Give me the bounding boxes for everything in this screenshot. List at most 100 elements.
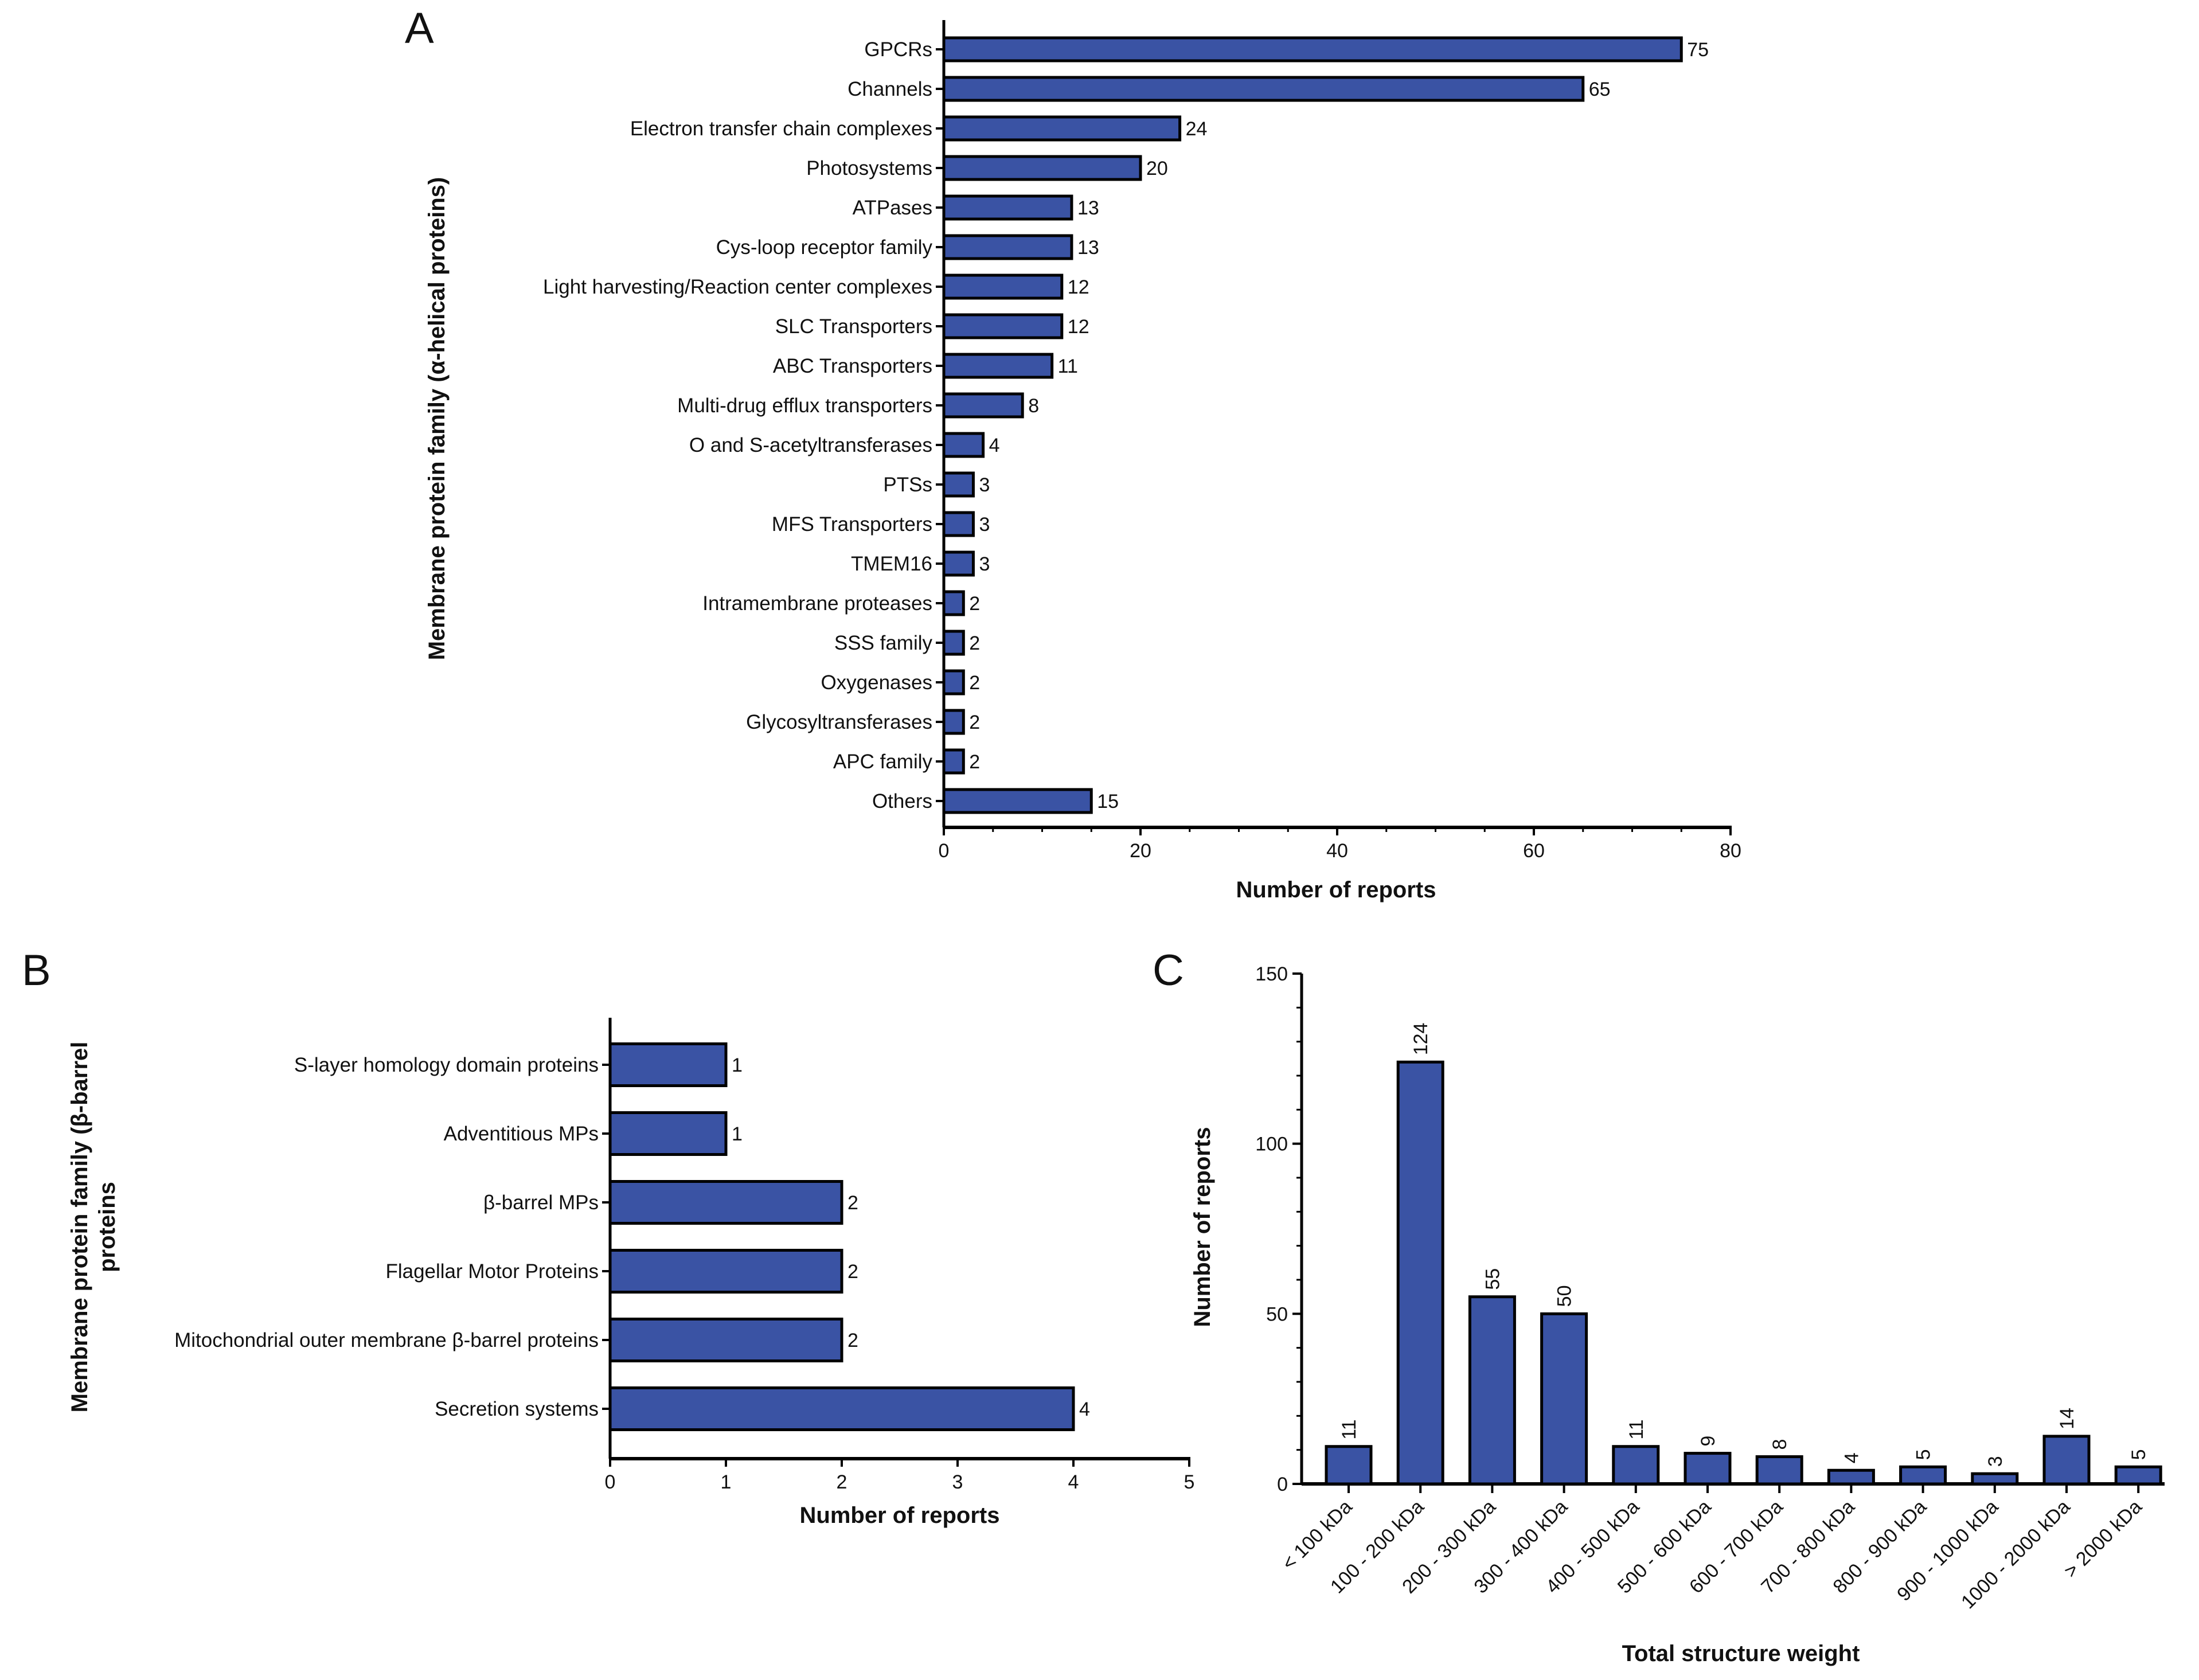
data-label: 1 — [732, 1054, 743, 1076]
bar — [1971, 1472, 2019, 1486]
category-label: APC family — [833, 751, 933, 773]
bar — [942, 630, 965, 656]
bar — [1899, 1465, 1947, 1486]
bar — [942, 392, 1024, 419]
bar — [1612, 1445, 1660, 1486]
x-tick-label: 1 — [721, 1471, 732, 1493]
data-label: 2 — [969, 751, 980, 773]
bar — [942, 669, 965, 696]
panel-a-y-axis-label: Membrane protein family (α-helical prote… — [424, 177, 450, 661]
data-label: 12 — [1068, 276, 1089, 298]
bar — [608, 1180, 843, 1225]
data-label: 15 — [1097, 791, 1119, 812]
data-label: 8 — [1769, 1439, 1791, 1450]
y-tick-label: 150 — [1255, 963, 1288, 985]
data-label: 124 — [1410, 1023, 1432, 1056]
x-tick-label: 0 — [605, 1471, 616, 1493]
panel-c-letter: C — [1153, 946, 1184, 995]
data-label: 3 — [979, 474, 990, 496]
category-label: Intramembrane proteases — [702, 592, 932, 615]
bar — [942, 471, 975, 498]
category-label: Glycosyltransferases — [746, 711, 932, 733]
category-label: Electron transfer chain complexes — [630, 118, 932, 140]
bar — [1827, 1468, 1875, 1486]
data-label: 3 — [979, 553, 990, 575]
panel-a-chart: A Membrane protein family (α-helical pro… — [405, 4, 1741, 902]
category-label: Flagellar Motor Proteins — [385, 1260, 599, 1283]
x-tick-label: < 100 kDa — [1278, 1496, 1357, 1574]
category-label: Others — [872, 790, 932, 812]
category-label: ATPases — [853, 197, 932, 219]
category-label: Multi-drug efflux transporters — [677, 394, 932, 417]
bar — [608, 1318, 843, 1362]
x-tick-label: 0 — [939, 840, 950, 862]
bar — [942, 155, 1142, 181]
panel-c-y-axis-label: Number of reports — [1190, 1127, 1215, 1327]
bar — [942, 511, 975, 537]
bar — [942, 550, 975, 577]
bar — [942, 194, 1073, 221]
data-label: 11 — [1338, 1419, 1360, 1439]
data-label: 4 — [989, 435, 1000, 456]
data-label: 3 — [979, 514, 990, 536]
data-label: 4 — [1841, 1452, 1862, 1463]
category-label: Photosystems — [806, 157, 932, 179]
category-label: SLC Transporters — [775, 315, 932, 338]
data-label: 50 — [1554, 1286, 1576, 1307]
category-label: Channels — [847, 78, 932, 100]
data-label: 4 — [1079, 1398, 1090, 1420]
data-label: 14 — [2056, 1408, 2078, 1429]
panel-b-y-axis-label-line-2: proteins — [95, 1182, 120, 1272]
y-tick-label: 50 — [1266, 1303, 1288, 1325]
data-label: 2 — [969, 712, 980, 733]
panel-b-letter: B — [22, 946, 51, 995]
bar — [608, 1042, 728, 1087]
bar — [942, 76, 1585, 102]
panel-c-chart: C Number of reports Total structure weig… — [1153, 946, 2165, 1666]
data-label: 8 — [1028, 395, 1039, 417]
category-label: Light harvesting/Reaction center complex… — [543, 276, 932, 298]
data-label: 5 — [2128, 1449, 2150, 1460]
x-tick-label: 4 — [1068, 1471, 1079, 1493]
bar — [942, 274, 1064, 300]
bar — [942, 234, 1073, 260]
data-label: 1 — [732, 1123, 743, 1145]
x-tick-label: 5 — [1184, 1471, 1195, 1493]
bar — [942, 748, 965, 775]
category-label: β-barrel MPs — [483, 1191, 599, 1214]
data-label: 55 — [1482, 1268, 1503, 1290]
y-tick-label: 100 — [1255, 1134, 1288, 1155]
data-label: 13 — [1077, 237, 1099, 259]
category-label: S-layer homology domain proteins — [294, 1054, 599, 1076]
data-label: 2 — [847, 1261, 858, 1283]
category-label: TMEM16 — [851, 553, 932, 575]
bar — [608, 1111, 728, 1156]
y-tick-label: 0 — [1277, 1474, 1288, 1495]
category-label: SSS family — [834, 632, 933, 654]
bar — [942, 788, 1093, 814]
bar — [1755, 1455, 1803, 1486]
category-label: GPCRs — [864, 38, 932, 61]
bar — [608, 1386, 1075, 1431]
data-label: 11 — [1626, 1419, 1647, 1439]
data-label: 65 — [1589, 79, 1611, 100]
data-label: 2 — [969, 672, 980, 694]
bar — [1396, 1060, 1444, 1486]
bar — [942, 353, 1054, 379]
bar — [608, 1249, 843, 1294]
data-label: 2 — [847, 1330, 858, 1351]
category-label: Oxygenases — [821, 671, 932, 694]
x-tick-label: > 2000 kDa — [2060, 1496, 2146, 1583]
bar — [942, 590, 965, 616]
data-label: 11 — [1058, 355, 1078, 377]
bar — [2042, 1435, 2091, 1486]
category-label: Mitochondrial outer membrane β-barrel pr… — [174, 1329, 599, 1351]
bar — [2114, 1465, 2162, 1486]
x-tick-label: 60 — [1523, 840, 1545, 862]
data-label: 2 — [847, 1192, 858, 1214]
panel-b-y-axis-label-line-1: Membrane protein family (β-barrel — [67, 1042, 92, 1413]
x-tick-label: 2 — [837, 1471, 847, 1493]
category-label: MFS Transporters — [772, 513, 932, 536]
data-label: 2 — [969, 593, 980, 615]
